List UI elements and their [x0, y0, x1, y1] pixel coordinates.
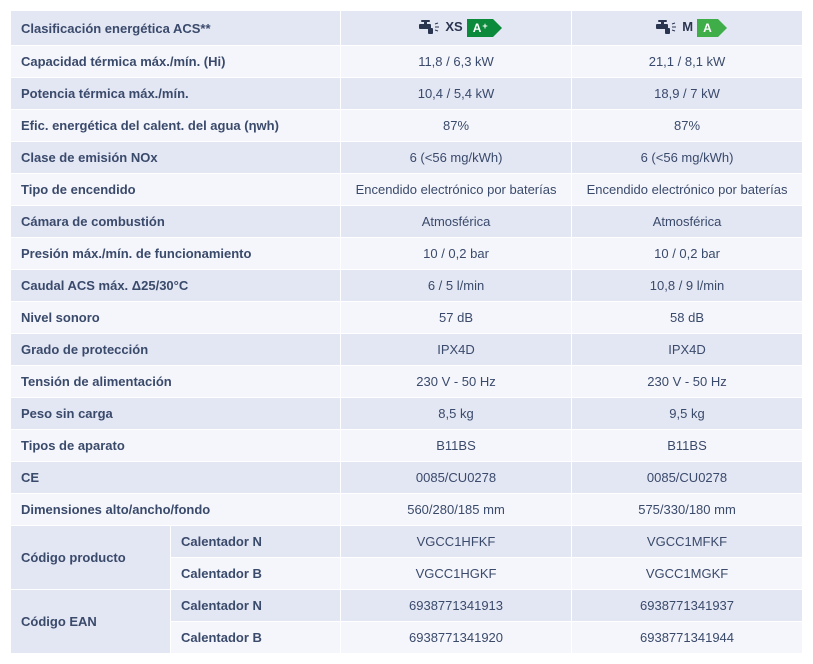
row-sublabel: Calentador N [171, 590, 341, 622]
row-sublabel: Calentador N [171, 526, 341, 558]
table-row: Código EANCalentador N693877134191369387… [11, 590, 803, 622]
row-value-col2: 6938771341937 [572, 590, 803, 622]
row-value-col2: 6938771341944 [572, 622, 803, 654]
table-row: Efic. energética del calent. del agua (η… [11, 110, 803, 142]
row-label: Tipos de aparato [11, 430, 341, 462]
row-label: Tensión de alimentación [11, 366, 341, 398]
row-value-col2: 6 (<56 mg/kWh) [572, 142, 803, 174]
table-row: Tensión de alimentación230 V - 50 Hz230 … [11, 366, 803, 398]
row-value-col1: 57 dB [341, 302, 572, 334]
row-value-col1: 10,4 / 5,4 kW [341, 78, 572, 110]
row-label: Capacidad térmica máx./mín. (Hi) [11, 46, 341, 78]
row-label: Nivel sonoro [11, 302, 341, 334]
row-value-col1: 6938771341913 [341, 590, 572, 622]
tap-icon [419, 20, 441, 36]
row-value-col1: B11BS [341, 430, 572, 462]
row-value-col1: VGCC1HFKF [341, 526, 572, 558]
row-value-col2: 10 / 0,2 bar [572, 238, 803, 270]
row-label: Caudal ACS máx. Δ25/30°C [11, 270, 341, 302]
row-value-col2: 10,8 / 9 l/min [572, 270, 803, 302]
row-label: Potencia térmica máx./mín. [11, 78, 341, 110]
tap-icon [656, 20, 678, 36]
column-size: XS [445, 19, 462, 34]
column-header: XS A+ [341, 11, 572, 46]
column-size: M [682, 19, 693, 34]
row-value-col2: B11BS [572, 430, 803, 462]
row-label: Cámara de combustión [11, 206, 341, 238]
row-label: Grado de protección [11, 334, 341, 366]
row-value-col2: Encendido electrónico por baterías [572, 174, 803, 206]
column-header: MA [572, 11, 803, 46]
table-row: Potencia térmica máx./mín.10,4 / 5,4 kW1… [11, 78, 803, 110]
row-value-col1: 10 / 0,2 bar [341, 238, 572, 270]
row-sublabel: Calentador B [171, 622, 341, 654]
energy-badge: A [697, 19, 718, 37]
table-row: Peso sin carga8,5 kg9,5 kg [11, 398, 803, 430]
row-group-label: Código producto [11, 526, 171, 590]
row-value-col2: IPX4D [572, 334, 803, 366]
row-label: CE [11, 462, 341, 494]
row-value-col1: 560/280/185 mm [341, 494, 572, 526]
table-row: Caudal ACS máx. Δ25/30°C6 / 5 l/min10,8 … [11, 270, 803, 302]
table-row: Presión máx./mín. de funcionamiento10 / … [11, 238, 803, 270]
row-value-col1: 87% [341, 110, 572, 142]
table-row: Dimensiones alto/ancho/fondo560/280/185 … [11, 494, 803, 526]
row-value-col1: 8,5 kg [341, 398, 572, 430]
row-value-col1: Atmosférica [341, 206, 572, 238]
row-group-label: Código EAN [11, 590, 171, 654]
table-row: Nivel sonoro57 dB58 dB [11, 302, 803, 334]
row-value-col1: 11,8 / 6,3 kW [341, 46, 572, 78]
energy-badge: A+ [467, 19, 493, 37]
row-label: Clase de emisión NOx [11, 142, 341, 174]
row-value-col2: VGCC1MGKF [572, 558, 803, 590]
row-label: Presión máx./mín. de funcionamiento [11, 238, 341, 270]
spec-table: Clasificación energética ACS**XSA+MACapa… [10, 10, 803, 654]
row-value-col1: 6938771341920 [341, 622, 572, 654]
row-label: Tipo de encendido [11, 174, 341, 206]
spec-table-body: Clasificación energética ACS**XSA+MACapa… [11, 11, 803, 654]
row-value-col2: 575/330/180 mm [572, 494, 803, 526]
row-value-col1: 0085/CU0278 [341, 462, 572, 494]
row-value-col2: 58 dB [572, 302, 803, 334]
row-value-col2: 21,1 / 8,1 kW [572, 46, 803, 78]
row-value-col2: 87% [572, 110, 803, 142]
row-value-col1: 6 (<56 mg/kWh) [341, 142, 572, 174]
row-label: Peso sin carga [11, 398, 341, 430]
row-value-col2: 9,5 kg [572, 398, 803, 430]
row-label: Efic. energética del calent. del agua (η… [11, 110, 341, 142]
table-row: CE0085/CU02780085/CU0278 [11, 462, 803, 494]
row-value-col2: VGCC1MFKF [572, 526, 803, 558]
table-row: Grado de protecciónIPX4DIPX4D [11, 334, 803, 366]
row-value-col2: 0085/CU0278 [572, 462, 803, 494]
row-label: Dimensiones alto/ancho/fondo [11, 494, 341, 526]
row-value-col2: 230 V - 50 Hz [572, 366, 803, 398]
table-row: Código productoCalentador NVGCC1HFKFVGCC… [11, 526, 803, 558]
table-row: Tipo de encendidoEncendido electrónico p… [11, 174, 803, 206]
row-value-col1: 230 V - 50 Hz [341, 366, 572, 398]
row-value-col1: Encendido electrónico por baterías [341, 174, 572, 206]
row-value-col1: VGCC1HGKF [341, 558, 572, 590]
row-value-col1: 6 / 5 l/min [341, 270, 572, 302]
table-row: Cámara de combustiónAtmosféricaAtmosféri… [11, 206, 803, 238]
row-value-col2: Atmosférica [572, 206, 803, 238]
row-sublabel: Calentador B [171, 558, 341, 590]
table-row: Tipos de aparatoB11BSB11BS [11, 430, 803, 462]
table-row-header: Clasificación energética ACS** XS A+ MA [11, 11, 803, 46]
row-value-col1: IPX4D [341, 334, 572, 366]
row-value-col2: 18,9 / 7 kW [572, 78, 803, 110]
row-label: Clasificación energética ACS** [11, 11, 341, 46]
table-row: Capacidad térmica máx./mín. (Hi)11,8 / 6… [11, 46, 803, 78]
table-row: Clase de emisión NOx6 (<56 mg/kWh)6 (<56… [11, 142, 803, 174]
